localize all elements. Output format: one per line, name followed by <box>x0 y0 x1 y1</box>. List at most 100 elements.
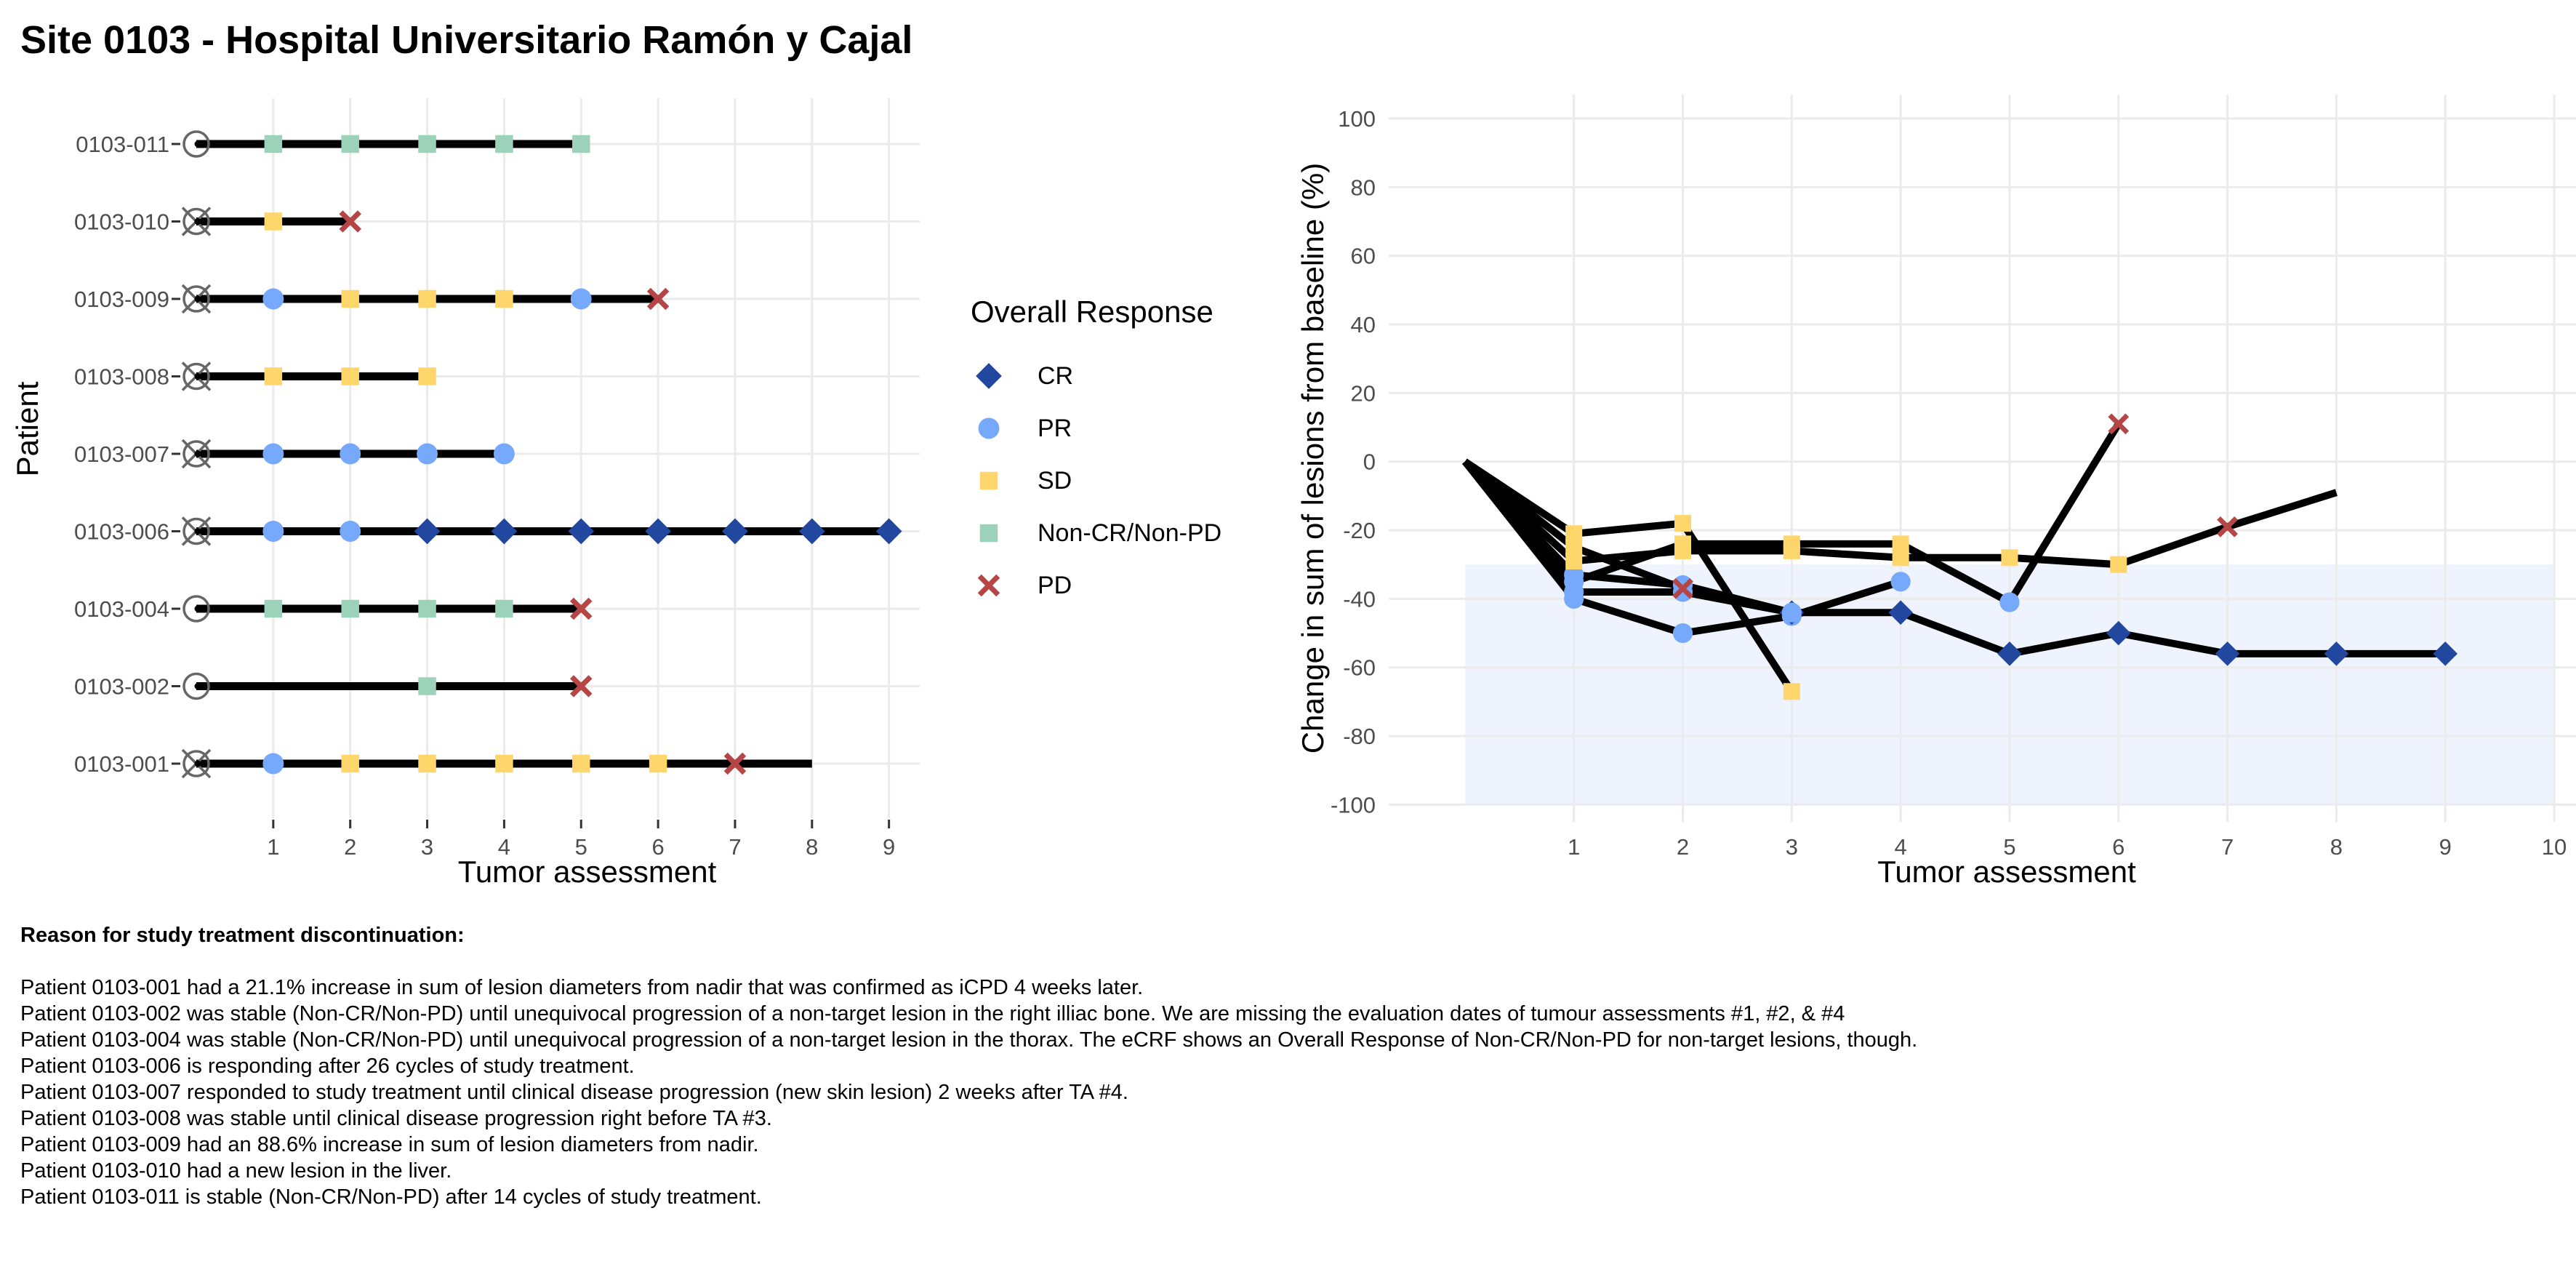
patient-label: 0103-006 <box>74 519 169 545</box>
x-tick-label: 10 <box>2542 834 2567 860</box>
response-marker <box>572 135 590 153</box>
x-tick-label: 5 <box>575 834 587 860</box>
response-marker <box>418 599 436 618</box>
legend: Overall Response CR PR SD Non-CR/Non-PD PD <box>971 295 1276 612</box>
response-marker <box>341 367 359 385</box>
response-marker <box>645 518 671 545</box>
response-marker <box>341 599 359 618</box>
response-marker <box>572 754 590 773</box>
legend-key-svg <box>979 471 998 490</box>
series-line <box>1462 459 2446 657</box>
baseline-circle <box>182 750 210 777</box>
y-tick-label: 40 <box>1351 312 1376 337</box>
x-tick-label: 8 <box>806 834 818 860</box>
response-marker <box>264 367 283 385</box>
x-tick-label: 4 <box>1895 834 1907 860</box>
baseline-circle <box>182 207 210 236</box>
baseline-marker <box>181 748 212 779</box>
response-marker <box>264 212 283 231</box>
grid <box>196 98 920 818</box>
legend-item-pd: PD <box>971 559 1276 612</box>
baseline-dot <box>194 140 201 148</box>
data-point <box>1565 525 1583 543</box>
notes-lines: Patient 0103-001 had a 21.1% increase in… <box>20 975 2551 1210</box>
response-marker <box>495 754 513 773</box>
y-tick-label: -80 <box>1343 724 1376 749</box>
baseline-circle <box>182 362 210 391</box>
data-point <box>2001 549 2018 567</box>
baseline-marker <box>181 361 212 391</box>
baseline-dot <box>194 528 201 535</box>
data-point <box>1892 549 1909 567</box>
response-marker <box>569 597 593 620</box>
x-tick-label: 3 <box>421 834 433 860</box>
response-marker <box>875 518 902 545</box>
response-marker <box>339 210 361 233</box>
baseline-marker <box>181 207 212 236</box>
response-marker <box>495 289 513 308</box>
response-marker <box>568 518 595 545</box>
patient-label: 0103-011 <box>76 132 169 157</box>
baseline-marker <box>181 284 212 314</box>
legend-symbol <box>978 417 1000 439</box>
data-point <box>1565 539 1583 556</box>
notes-heading: Reason for study treatment discontinuati… <box>20 924 465 947</box>
response-marker <box>264 135 283 153</box>
x-tick-label: 3 <box>1786 834 1798 860</box>
legend-symbol <box>979 524 998 543</box>
legend-items: CR PR SD Non-CR/Non-PD PD <box>971 350 1276 612</box>
y-tick-label: -40 <box>1343 586 1376 612</box>
data-point <box>1672 623 1693 644</box>
note-line: Patient 0103-006 is responding after 26 … <box>20 1055 635 1078</box>
legend-item-sd: SD <box>971 455 1276 507</box>
baseline-dot <box>194 683 201 689</box>
response-marker <box>418 754 436 773</box>
data-point <box>1892 535 1909 553</box>
response-marker <box>495 599 513 618</box>
response-marker <box>798 518 825 545</box>
response-marker <box>341 289 359 308</box>
data-point <box>2110 556 2127 573</box>
response-marker <box>340 443 361 465</box>
response-marker <box>722 518 748 545</box>
x-tick-label: 7 <box>2221 834 2234 860</box>
baseline-circle <box>182 517 210 545</box>
baseline-marker <box>181 439 212 469</box>
legend-symbol <box>976 363 1002 389</box>
baseline-dot <box>194 450 201 457</box>
x-tick-label: 2 <box>1677 834 1689 860</box>
patient-label: 0103-009 <box>74 287 169 312</box>
data-point <box>1674 535 1692 553</box>
response-marker <box>418 677 436 695</box>
data-point <box>1564 572 1584 592</box>
legend-key <box>971 463 1007 499</box>
data-point <box>1888 600 1913 625</box>
x-axis-title: Tumor assessment <box>1877 855 2136 889</box>
legend-item-cr: CR <box>971 350 1276 402</box>
response-marker <box>723 752 747 775</box>
y-tick-label: 60 <box>1351 244 1376 269</box>
data-point <box>1565 552 1583 570</box>
page-title: Site 0103 - Hospital Universitario Ramón… <box>20 18 913 62</box>
note-line: Patient 0103-004 was stable (Non-CR/Non-… <box>20 1028 1918 1052</box>
response-marker <box>341 135 359 153</box>
grid <box>1389 95 2576 822</box>
legend-label: CR <box>1038 361 1074 390</box>
y-tick-label: -60 <box>1343 655 1376 681</box>
baseline-dot <box>194 295 201 303</box>
data-point <box>1781 602 1802 623</box>
baseline-marker <box>181 516 212 546</box>
baseline-circle <box>182 595 210 623</box>
baseline-marker <box>182 130 210 158</box>
data-point <box>1997 641 2022 666</box>
y-tick-label: 100 <box>1338 106 1376 132</box>
discontinuation-notes: Reason for study treatment discontinuati… <box>20 922 2551 1210</box>
data-point <box>1672 577 1693 599</box>
swimmer-plot: 1 2 3 4 5 6 7 8 9 0103-011 0103-010 0103-009 0103-00… <box>10 98 920 889</box>
legend-key-svg <box>976 363 1002 389</box>
x-tick-label: 1 <box>1568 834 1580 860</box>
patient-label: 0103-010 <box>74 209 169 235</box>
x-tick-label: 6 <box>651 834 664 860</box>
y-axis-title: Patient <box>10 381 44 476</box>
patient-label: 0103-001 <box>74 751 169 777</box>
